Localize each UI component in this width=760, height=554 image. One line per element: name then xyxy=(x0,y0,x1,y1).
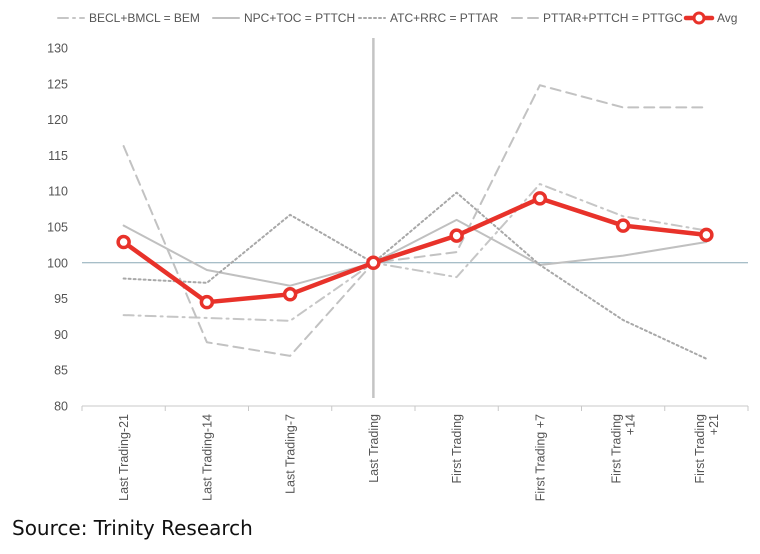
legend-label-avg: Avg xyxy=(717,11,737,25)
source-note: Source: Trinity Research xyxy=(12,516,253,540)
x-tick-label-line: Last Trading xyxy=(367,414,381,483)
data-point-avg xyxy=(366,255,381,271)
x-tick-label: First Trading +14 xyxy=(610,414,638,484)
x-tick-label: Last Trading-14 xyxy=(200,414,214,501)
data-point-avg xyxy=(116,234,131,250)
y-tick-label: 120 xyxy=(47,113,68,127)
x-tick-label-line: First Trading +7 xyxy=(533,414,547,501)
y-tick-label: 115 xyxy=(48,149,68,163)
y-tick-label: 90 xyxy=(54,328,68,342)
x-tick-label: Last Trading xyxy=(367,414,381,483)
data-point-avg xyxy=(699,227,714,243)
series-line-becl-bmcl-bem xyxy=(122,183,708,322)
x-axis: Last Trading-21 Last Trading-14 Last Tradi… xyxy=(117,414,721,501)
data-point-avg xyxy=(449,228,464,243)
y-tick-label: 130 xyxy=(47,42,68,56)
data-point-avg xyxy=(282,287,298,302)
x-tick-label: Last Trading-7 xyxy=(284,414,298,494)
y-tick-label: 85 xyxy=(54,364,68,378)
y-tick-label: 125 xyxy=(47,77,68,91)
x-tick-label: First Trading +7 xyxy=(533,414,547,501)
series-line-pttar-pttch-pttgc xyxy=(122,84,708,357)
x-tick-label: Last Trading-21 xyxy=(117,414,131,501)
x-tick-label: First Trading +21 xyxy=(693,414,721,484)
x-tick-label: First Trading xyxy=(450,414,464,484)
x-tick-label-line: +14 xyxy=(624,414,638,435)
plot-area xyxy=(81,38,749,411)
x-tick-label-line: Last Trading-21 xyxy=(117,414,131,501)
x-tick-label-line: +21 xyxy=(707,414,721,435)
x-tick-label-line: First Trading xyxy=(450,414,464,484)
x-tick-label-line: First Trading xyxy=(610,414,624,484)
legend-label-becl-bmcl-bem: BECL+BMCL = BEM xyxy=(89,11,200,25)
y-tick-label: 95 xyxy=(54,292,68,306)
data-point-avg xyxy=(532,191,548,206)
y-axis: 80 85 90 95 100 105 110 115 120 125 130 xyxy=(47,42,68,414)
x-tick-label-line: Last Trading-7 xyxy=(284,414,298,494)
data-point-avg xyxy=(615,218,631,233)
chart-legend: BECL+BMCL = BEM NPC+TOC = PTTCH ATC+RRC = … xyxy=(57,11,737,25)
x-tick-label-line: First Trading xyxy=(693,414,707,484)
y-tick-label: 80 xyxy=(54,400,68,414)
series-line-atc-rrc-pttar xyxy=(122,191,708,360)
legend-label-npc-toc-pttch: NPC+TOC = PTTCH xyxy=(244,11,355,25)
x-tick-label-line: Last Trading-14 xyxy=(200,414,214,501)
data-point-avg xyxy=(199,294,215,310)
y-tick-label: 110 xyxy=(48,185,68,199)
y-tick-label: 100 xyxy=(47,256,68,270)
legend-marker-avg xyxy=(692,11,706,25)
series-line-avg xyxy=(121,196,709,305)
legend-label-pttar-pttch-pttgc: PTTAR+PTTCH = PTTGC xyxy=(543,11,683,25)
y-tick-label: 105 xyxy=(47,221,68,235)
legend-label-atc-rrc-pttar: ATC+RRC = PTTAR xyxy=(390,11,499,25)
